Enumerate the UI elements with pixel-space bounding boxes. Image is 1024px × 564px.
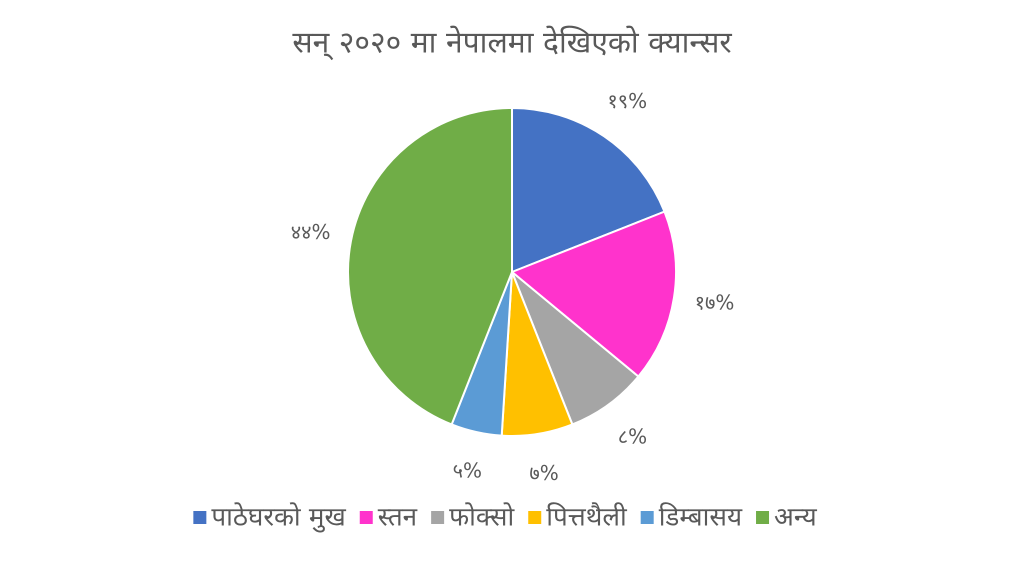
pie-slice — [511, 106, 666, 274]
legend-label: अन्य — [774, 503, 818, 533]
legend-label: पाठेघरको मुख — [211, 502, 346, 533]
legend-label: डिम्बासय — [659, 502, 743, 533]
legend-swatch — [193, 511, 207, 524]
data-label: ७% — [529, 461, 558, 485]
legend-label: फोक्सो — [449, 502, 515, 533]
legend-label: स्तन — [378, 503, 418, 533]
legend-swatch — [756, 511, 770, 524]
data-label: १७% — [695, 291, 735, 315]
data-label: १९% — [607, 89, 647, 113]
legend-swatch — [359, 511, 373, 524]
legend-swatch — [528, 511, 542, 524]
pie-slice — [510, 210, 677, 378]
data-label: ४४% — [291, 220, 331, 244]
pie-slice — [347, 106, 513, 426]
legend-label: पित्तथैली — [546, 502, 628, 533]
chart-title: सन् २०२० मा नेपालमा देखिएको क्यान्सर — [292, 26, 732, 61]
legend-swatch — [640, 511, 654, 524]
legend-swatch — [431, 511, 445, 524]
data-label: ५% — [453, 459, 482, 483]
data-label: ८% — [618, 424, 647, 448]
